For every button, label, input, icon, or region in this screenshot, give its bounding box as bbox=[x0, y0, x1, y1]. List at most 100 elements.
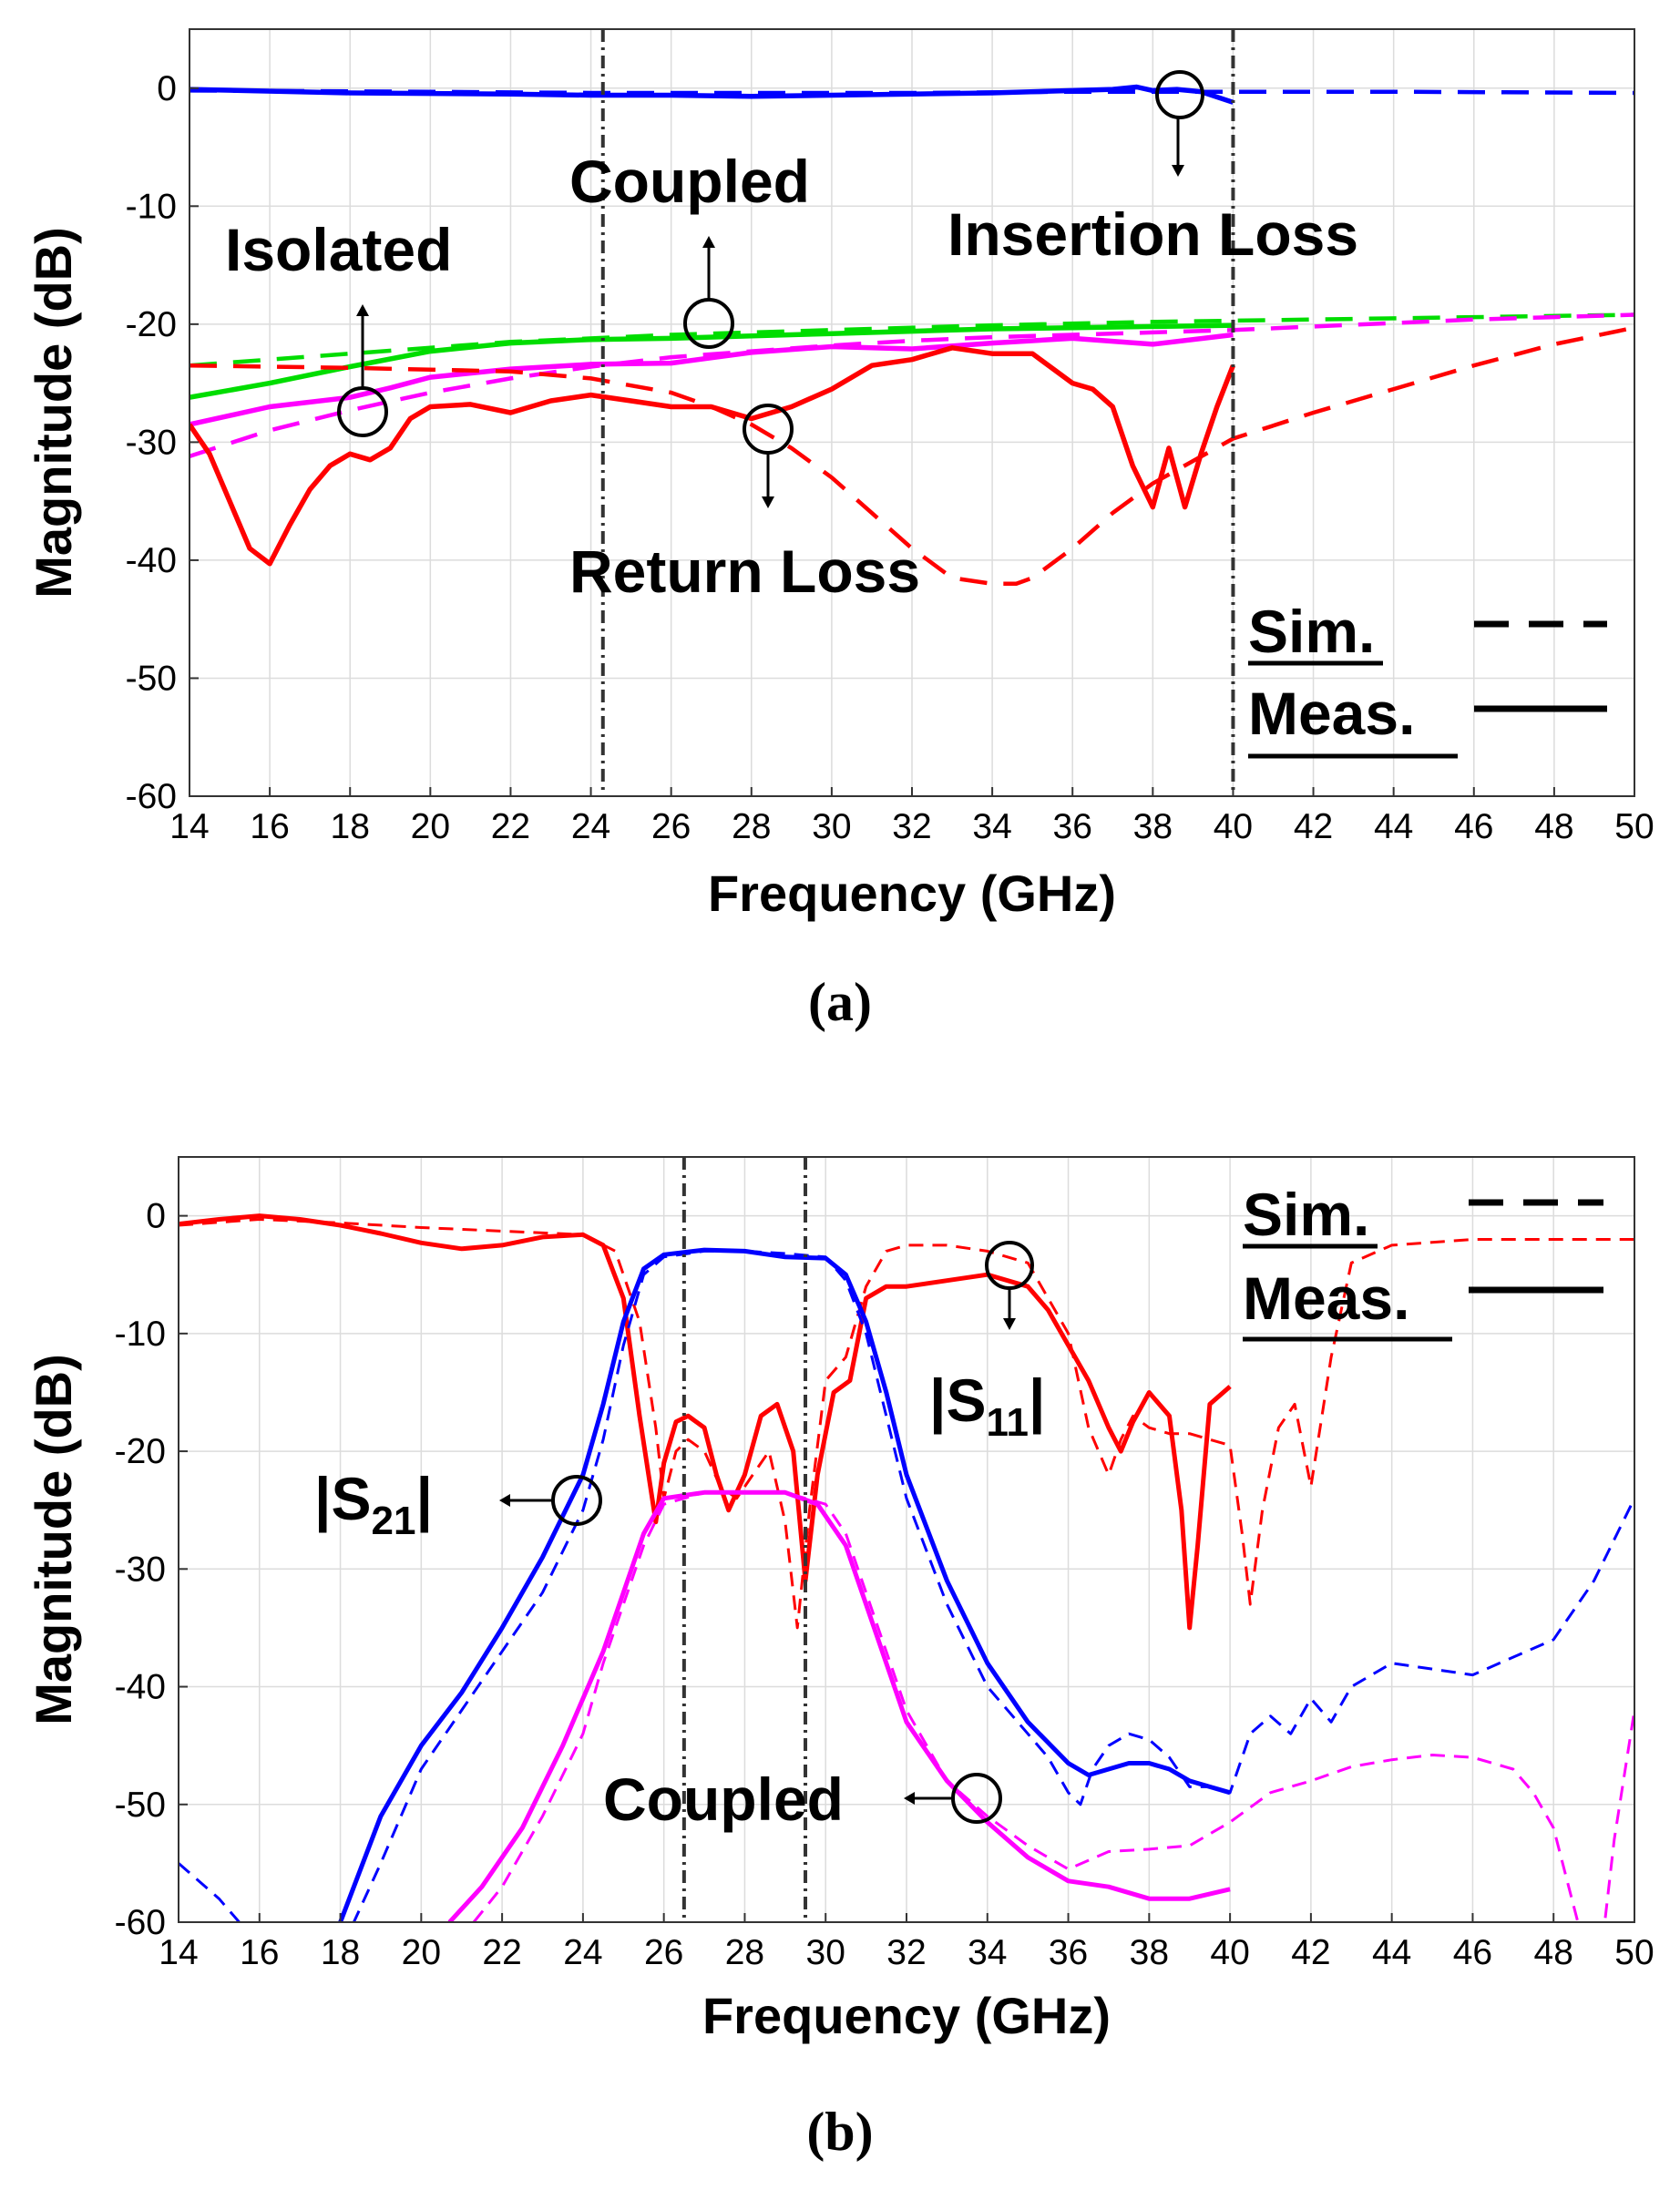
annotation-isolated-arrowhead bbox=[356, 304, 369, 316]
annotation-s11-suffix: | bbox=[1029, 1366, 1045, 1436]
y-axis-label-a: Magnitude (dB) bbox=[25, 227, 82, 598]
x-tick-label-b: 30 bbox=[806, 1933, 845, 1972]
x-tick-label-a: 18 bbox=[331, 807, 370, 846]
x-tick-label-b: 40 bbox=[1210, 1933, 1249, 1972]
series-b bbox=[179, 1213, 1634, 1922]
x-tick-label-a: 20 bbox=[411, 807, 450, 846]
vlines-b bbox=[681, 1157, 808, 1922]
x-tick-label-b: 32 bbox=[886, 1933, 926, 1972]
x-tick-label-b: 28 bbox=[725, 1933, 764, 1972]
x-tick-label-a: 14 bbox=[169, 807, 209, 846]
x-tick-label-a: 38 bbox=[1133, 807, 1173, 846]
x-tick-label-a: 32 bbox=[892, 807, 931, 846]
x-tick-label-b: 34 bbox=[968, 1933, 1007, 1972]
ticks-b: 14 16 18 20 22 24 26 28 30 32 34 36 38 40 42 44 46 48 50 0 -… bbox=[115, 1197, 1654, 1972]
series-line-b-4 bbox=[472, 1490, 1634, 1922]
x-axis-label-b: Frequency (GHz) bbox=[702, 1987, 1111, 2044]
x-tick-label-a: 50 bbox=[1614, 807, 1654, 846]
x-tick-label-a: 34 bbox=[972, 807, 1011, 846]
x-tick-label-a: 16 bbox=[250, 807, 289, 846]
x-tick-label-b: 50 bbox=[1614, 1933, 1654, 1972]
x-tick-label-b: 20 bbox=[402, 1933, 441, 1972]
series-line-b-5 bbox=[447, 1489, 1231, 1922]
legend-meas-label-a: Meas. bbox=[1248, 680, 1415, 747]
annotation-s21-suffix: | bbox=[415, 1465, 432, 1534]
y-tick-label-a: -20 bbox=[126, 305, 177, 344]
x-tick-label-b: 44 bbox=[1372, 1933, 1411, 1972]
y-tick-label-b: -40 bbox=[115, 1668, 166, 1707]
legend-sim-label-a: Sim. bbox=[1248, 598, 1375, 665]
y-tick-label-a: -50 bbox=[126, 659, 177, 698]
x-tick-label-b: 46 bbox=[1453, 1933, 1492, 1972]
x-tick-label-a: 28 bbox=[732, 807, 771, 846]
x-tick-label-b: 42 bbox=[1291, 1933, 1330, 1972]
legend-meas-label-b: Meas. bbox=[1243, 1264, 1409, 1332]
series-line-a-5 bbox=[190, 332, 1234, 427]
legend-a: Sim. Meas. bbox=[1248, 598, 1607, 759]
annotation-s21: |S21| bbox=[314, 1465, 433, 1543]
annotation-s11: |S11| bbox=[929, 1366, 1045, 1445]
annotation-coupled-b-arrowhead bbox=[904, 1792, 915, 1805]
annotation-return-loss-arrowhead bbox=[762, 496, 774, 508]
annotation-coupled-b: Coupled bbox=[603, 1765, 844, 1833]
x-tick-label-b: 36 bbox=[1049, 1933, 1088, 1972]
annotation-insertion-loss-arrowhead bbox=[1172, 165, 1184, 177]
annotation-s21-arrowhead bbox=[499, 1494, 510, 1507]
series-line-a-7 bbox=[190, 345, 1235, 567]
series-line-a-6 bbox=[190, 325, 1634, 587]
annotation-s11-sub: 11 bbox=[987, 1400, 1030, 1445]
y-tick-label-a: 0 bbox=[157, 69, 177, 108]
x-tick-label-a: 46 bbox=[1454, 807, 1493, 846]
y-tick-label-b: -50 bbox=[115, 1786, 166, 1825]
x-tick-label-a: 30 bbox=[812, 807, 851, 846]
y-tick-label-a: -60 bbox=[126, 777, 177, 816]
y-tick-label-b: 0 bbox=[146, 1197, 166, 1236]
series-line-b-1 bbox=[179, 1213, 1232, 1631]
annotation-s21-main: |S bbox=[314, 1465, 372, 1534]
annotation-insertion-loss: Insertion Loss bbox=[948, 200, 1358, 268]
annotation-return-loss: Return Loss bbox=[569, 537, 920, 605]
ticks-a: 14 16 18 20 22 24 26 28 30 32 34 36 38 40 42 44 46 48 50 0 -… bbox=[126, 69, 1654, 846]
y-tick-label-a: -40 bbox=[126, 541, 177, 580]
x-tick-label-a: 42 bbox=[1294, 807, 1333, 846]
y-tick-label-b: -20 bbox=[115, 1432, 166, 1471]
x-tick-label-a: 48 bbox=[1534, 807, 1573, 846]
x-tick-label-a: 22 bbox=[491, 807, 530, 846]
y-tick-label-a: -30 bbox=[126, 423, 177, 462]
y-tick-label-a: -10 bbox=[126, 187, 177, 226]
annotation-coupled-a-arrowhead bbox=[702, 236, 715, 248]
x-tick-label-a: 36 bbox=[1053, 807, 1092, 846]
y-tick-label-b: -30 bbox=[115, 1550, 166, 1589]
series-line-b-3 bbox=[338, 1247, 1231, 1922]
x-tick-label-b: 48 bbox=[1534, 1933, 1573, 1972]
series-a bbox=[190, 84, 1634, 587]
x-tick-label-a: 24 bbox=[571, 807, 610, 846]
legend-sim-label-b: Sim. bbox=[1243, 1181, 1369, 1248]
y-tick-label-b: -60 bbox=[115, 1903, 166, 1942]
x-tick-label-b: 22 bbox=[482, 1933, 521, 1972]
annotation-s11-main: |S bbox=[929, 1366, 987, 1436]
annotation-insertion-loss-marker bbox=[1155, 70, 1204, 119]
vlines-a bbox=[600, 29, 1235, 796]
x-tick-label-b: 24 bbox=[563, 1933, 602, 1972]
x-tick-label-a: 26 bbox=[651, 807, 691, 846]
x-tick-label-a: 44 bbox=[1374, 807, 1413, 846]
caption-b: (b) bbox=[806, 2102, 873, 2162]
y-axis-label-b: Magnitude (dB) bbox=[25, 1354, 82, 1724]
annotation-coupled-a: Coupled bbox=[569, 148, 810, 215]
panel-b: 14 16 18 20 22 24 26 28 30 32 34 36 38 40 42 44 46 48 50 0 -… bbox=[25, 1156, 1654, 2162]
x-tick-label-a: 40 bbox=[1214, 807, 1253, 846]
annotation-s21-sub: 21 bbox=[372, 1499, 416, 1543]
series-line-a-1 bbox=[190, 84, 1234, 105]
x-tick-label-b: 18 bbox=[321, 1933, 360, 1972]
series-line-a-2 bbox=[190, 312, 1634, 368]
x-axis-label-a: Frequency (GHz) bbox=[708, 865, 1116, 922]
series-line-b-0 bbox=[179, 1218, 1634, 1630]
x-tick-label-b: 14 bbox=[159, 1933, 198, 1972]
y-tick-label-b: -10 bbox=[115, 1315, 166, 1354]
x-tick-label-b: 26 bbox=[644, 1933, 683, 1972]
panel-a: 14 16 18 20 22 24 26 28 30 32 34 36 38 40 42 44 46 48 50 0 -… bbox=[25, 28, 1654, 1032]
annotation-isolated: Isolated bbox=[225, 216, 452, 283]
caption-a: (a) bbox=[808, 972, 872, 1032]
